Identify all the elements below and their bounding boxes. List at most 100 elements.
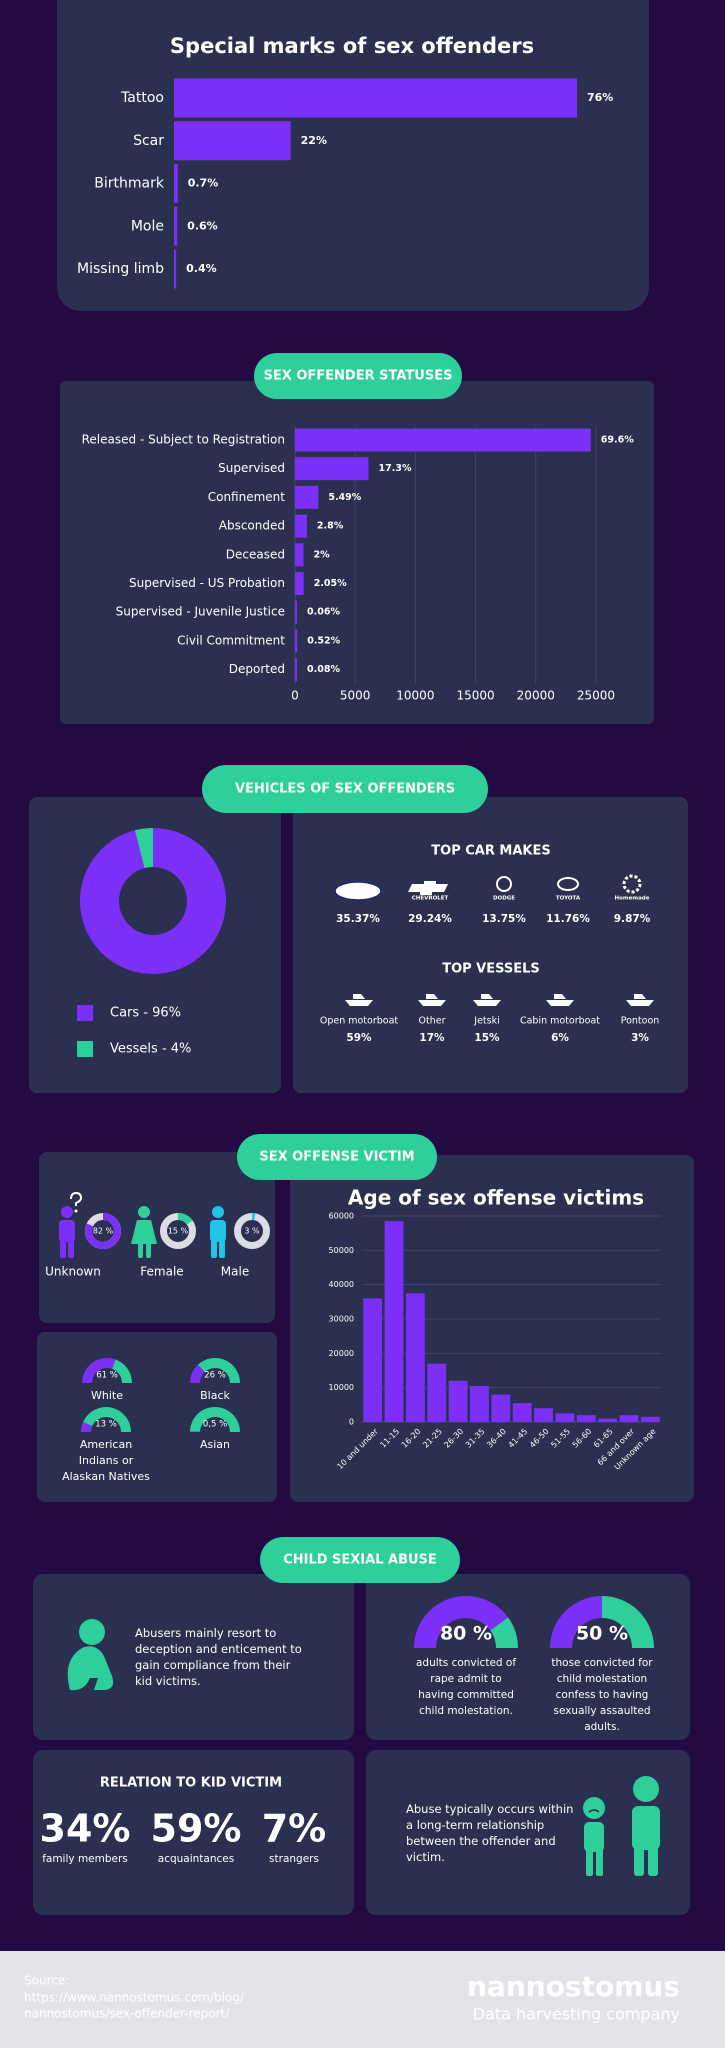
gauge-label: 80 % [440, 1623, 492, 1645]
relation-share: 34% [40, 1807, 131, 1851]
bar [174, 78, 577, 118]
gauge-value [550, 1596, 602, 1648]
bar-label: 22% [301, 134, 327, 147]
gauge-rest [190, 1407, 240, 1432]
legend-label: Cars - 96% [110, 1006, 181, 1021]
bar [295, 428, 591, 452]
bar [295, 457, 369, 481]
question-icon [74, 1209, 78, 1213]
card [33, 1574, 354, 1740]
section-heading: SEX OFFENDER STATUSES [264, 369, 453, 384]
bar [174, 206, 178, 246]
bar [491, 1394, 511, 1422]
bar-label: 0.7% [188, 177, 219, 190]
bar-label: 0.08% [307, 664, 340, 675]
relation-share: 7% [262, 1807, 327, 1851]
gauge-value [81, 1422, 93, 1432]
vessel-share: 3% [631, 1032, 649, 1044]
gauge-caption: adults convicted of rape admit to having c… [416, 1657, 516, 1717]
category-label: Birthmark [94, 176, 165, 192]
bar-label: 17.3% [379, 463, 412, 474]
vessel-name: Open motorboat [320, 1016, 399, 1027]
bar-label: 0.4% [186, 262, 217, 275]
ring-label: 15 % [168, 1227, 189, 1236]
category-label: Male [221, 1265, 249, 1279]
gauge-caption: Asian [200, 1438, 230, 1451]
category-label: Mole [131, 218, 164, 234]
bar [576, 1415, 596, 1422]
card [57, 0, 649, 311]
bar-label: 5.49% [328, 492, 361, 503]
ring-segment [84, 1213, 121, 1250]
gauge-label: 61 % [96, 1371, 118, 1381]
car-logo: DODGE [493, 896, 515, 902]
category-label: Absconded [219, 519, 285, 533]
category-label: Unknown [45, 1265, 101, 1279]
category-label: Missing limb [77, 261, 164, 277]
gauge-caption: Black [200, 1389, 230, 1402]
vessel-icon [418, 994, 446, 1006]
card [366, 1750, 690, 1915]
gauge-label: 0,5 % [203, 1420, 227, 1430]
y-tick-label: 60000 [329, 1212, 354, 1221]
logo-shape [334, 881, 382, 901]
bar [295, 658, 297, 682]
bar [470, 1385, 489, 1422]
question-icon [70, 1191, 83, 1206]
list-title: TOP CAR MAKES [431, 844, 550, 859]
bar [534, 1408, 553, 1422]
category-label: Scar [133, 133, 164, 149]
car-logo: Homemade [615, 896, 650, 902]
donut-slice [134, 828, 153, 869]
gauge-value [190, 1364, 205, 1383]
vessel-icon [546, 994, 574, 1006]
bar [640, 1416, 660, 1422]
vessel-share: 15% [474, 1032, 500, 1044]
paragraph: Abuse typically occurs within a long-term… [406, 1802, 573, 1864]
gauge-rest [112, 1359, 132, 1383]
logo-shape [557, 877, 579, 891]
donut-slice [80, 828, 227, 974]
gauge-rest [83, 1406, 131, 1432]
card [33, 1750, 354, 1915]
source-link[interactable]: https://www.nannostomus.com/blog/ [24, 1991, 245, 2005]
bar-label: 0.06% [307, 607, 340, 618]
car-logo: CHEVROLET [412, 896, 449, 902]
bar [363, 1298, 383, 1422]
child-icon [67, 1619, 114, 1691]
x-tick-label: 15000 [456, 689, 494, 703]
vessel-icon [473, 994, 501, 1006]
ring-label: 82 % [93, 1227, 114, 1236]
relation-share: 59% [151, 1807, 242, 1851]
bar [384, 1221, 404, 1422]
bar [295, 543, 304, 567]
vessel-share: 17% [419, 1032, 445, 1044]
bar [295, 514, 307, 538]
category-label: Female [140, 1265, 183, 1279]
y-tick-label: 50000 [329, 1246, 354, 1255]
bar-label: 2.05% [314, 578, 347, 589]
card [39, 1152, 275, 1323]
face-icon [588, 1809, 600, 1813]
source-label: Source: [24, 1974, 69, 1988]
chart-title: Special marks of sex offenders [170, 34, 534, 58]
bar-label: 76% [587, 91, 613, 104]
y-tick-label: 40000 [329, 1280, 354, 1289]
car-share: 11.76% [546, 913, 590, 925]
logo-shape [622, 874, 642, 894]
section-pill [254, 353, 462, 399]
relation-label: acquaintances [158, 1853, 234, 1865]
vessel-share: 6% [551, 1032, 569, 1044]
gauge-rest [602, 1596, 654, 1648]
gauge-rest [197, 1357, 240, 1383]
ring-segment [178, 1213, 193, 1225]
vessel-icon [345, 994, 373, 1006]
gauge-label: 13 % [95, 1420, 117, 1430]
bar [295, 600, 297, 624]
category-label: Civil Commitment [177, 633, 285, 647]
brand-logo: nannostomus [467, 1970, 680, 2003]
bar [174, 249, 177, 289]
bar [174, 164, 178, 203]
bar [619, 1415, 639, 1422]
source-link[interactable]: nannostomus/sex-offender-report/ [24, 2007, 230, 2021]
